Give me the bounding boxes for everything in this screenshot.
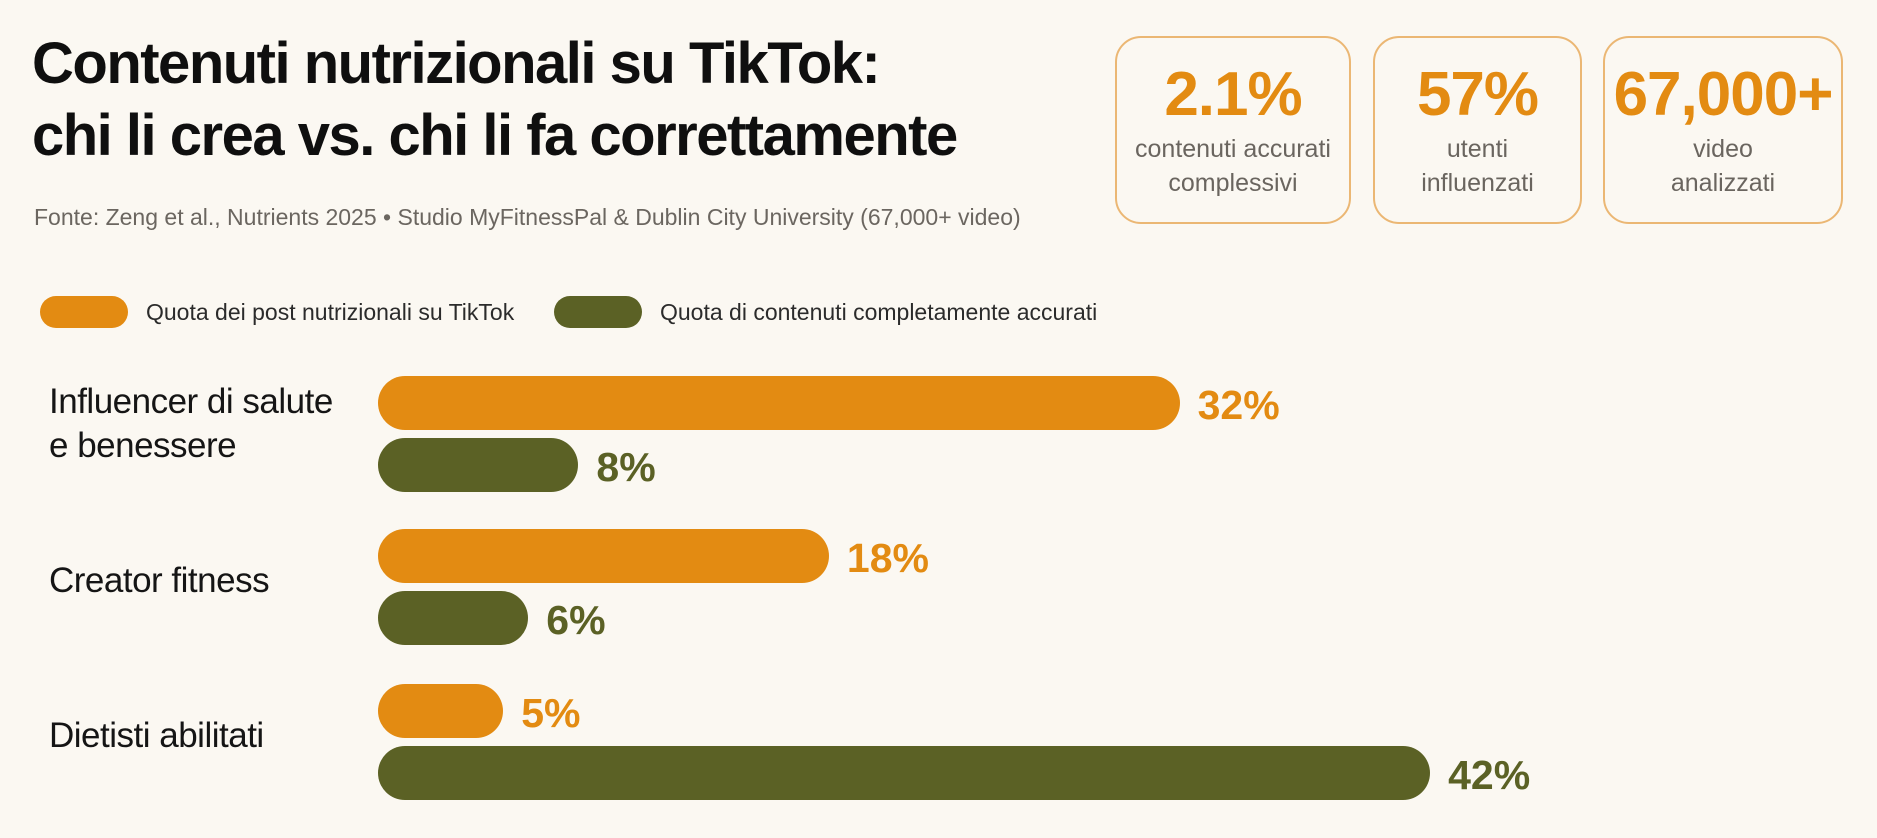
data-label-share: 5% xyxy=(521,690,581,736)
bar-accurate xyxy=(378,438,579,492)
bar-share xyxy=(378,684,504,738)
legend-item-share: Quota dei post nutrizionali su TikTok xyxy=(40,296,514,328)
chart-title: Contenuti nutrizionali su TikTok: chi li… xyxy=(32,28,958,172)
bar-share xyxy=(378,529,829,583)
data-label-share: 18% xyxy=(846,535,929,581)
legend-label-accurate: Quota di contenuti completamente accurat… xyxy=(660,298,1098,325)
data-label-accurate: 6% xyxy=(546,597,606,643)
stat-card-users: 57% utenti influenzati xyxy=(1373,36,1582,224)
stat-label-line-1: video xyxy=(1693,135,1753,163)
category-label-line: Influencer di salute xyxy=(49,382,333,421)
stat-card-accuracy: 2.1% contenuti accurati complessivi xyxy=(1115,36,1351,224)
chart-title-line-2: chi li crea vs. chi li fa correttamente xyxy=(32,103,958,168)
category-label: Dietisti abilitati xyxy=(49,714,264,758)
legend-label-share: Quota dei post nutrizionali su TikTok xyxy=(146,298,515,325)
stat-label-line-2: analizzati xyxy=(1670,169,1776,197)
legend-item-accurate: Quota di contenuti completamente accurat… xyxy=(554,296,1097,328)
category-label: Creator fitness xyxy=(49,559,270,603)
stat-label-line-1: contenuti accurati xyxy=(1135,135,1331,163)
category-label-line: e benessere xyxy=(49,426,237,465)
data-label-accurate: 42% xyxy=(1448,752,1531,798)
bar-accurate xyxy=(378,746,1431,800)
stat-label-line-1: utenti xyxy=(1446,135,1509,163)
stat-value: 67,000+ xyxy=(1613,60,1834,129)
stat-label-line-2: influenzati xyxy=(1421,169,1534,197)
stat-card-videos: 67,000+ video analizzati xyxy=(1603,36,1843,224)
data-label-share: 32% xyxy=(1197,382,1280,428)
stat-value: 57% xyxy=(1416,60,1539,129)
category-label-line: Dietisti abilitati xyxy=(49,716,264,755)
category-label-line: Creator fitness xyxy=(49,561,270,600)
stat-value: 2.1% xyxy=(1164,60,1302,129)
bar-accurate xyxy=(378,591,529,645)
source-note: Fonte: Zeng et al., Nutrients 2025 • Stu… xyxy=(34,204,1021,230)
category-label: Influencer di salute e benessere xyxy=(49,380,333,468)
chart-title-line-1: Contenuti nutrizionali su TikTok: xyxy=(32,31,881,96)
legend-swatch-accurate xyxy=(554,296,642,328)
data-label-accurate: 8% xyxy=(596,444,656,490)
stat-label-line-2: complessivi xyxy=(1168,169,1298,197)
legend-swatch-share xyxy=(40,296,128,328)
bar-share xyxy=(378,376,1180,430)
